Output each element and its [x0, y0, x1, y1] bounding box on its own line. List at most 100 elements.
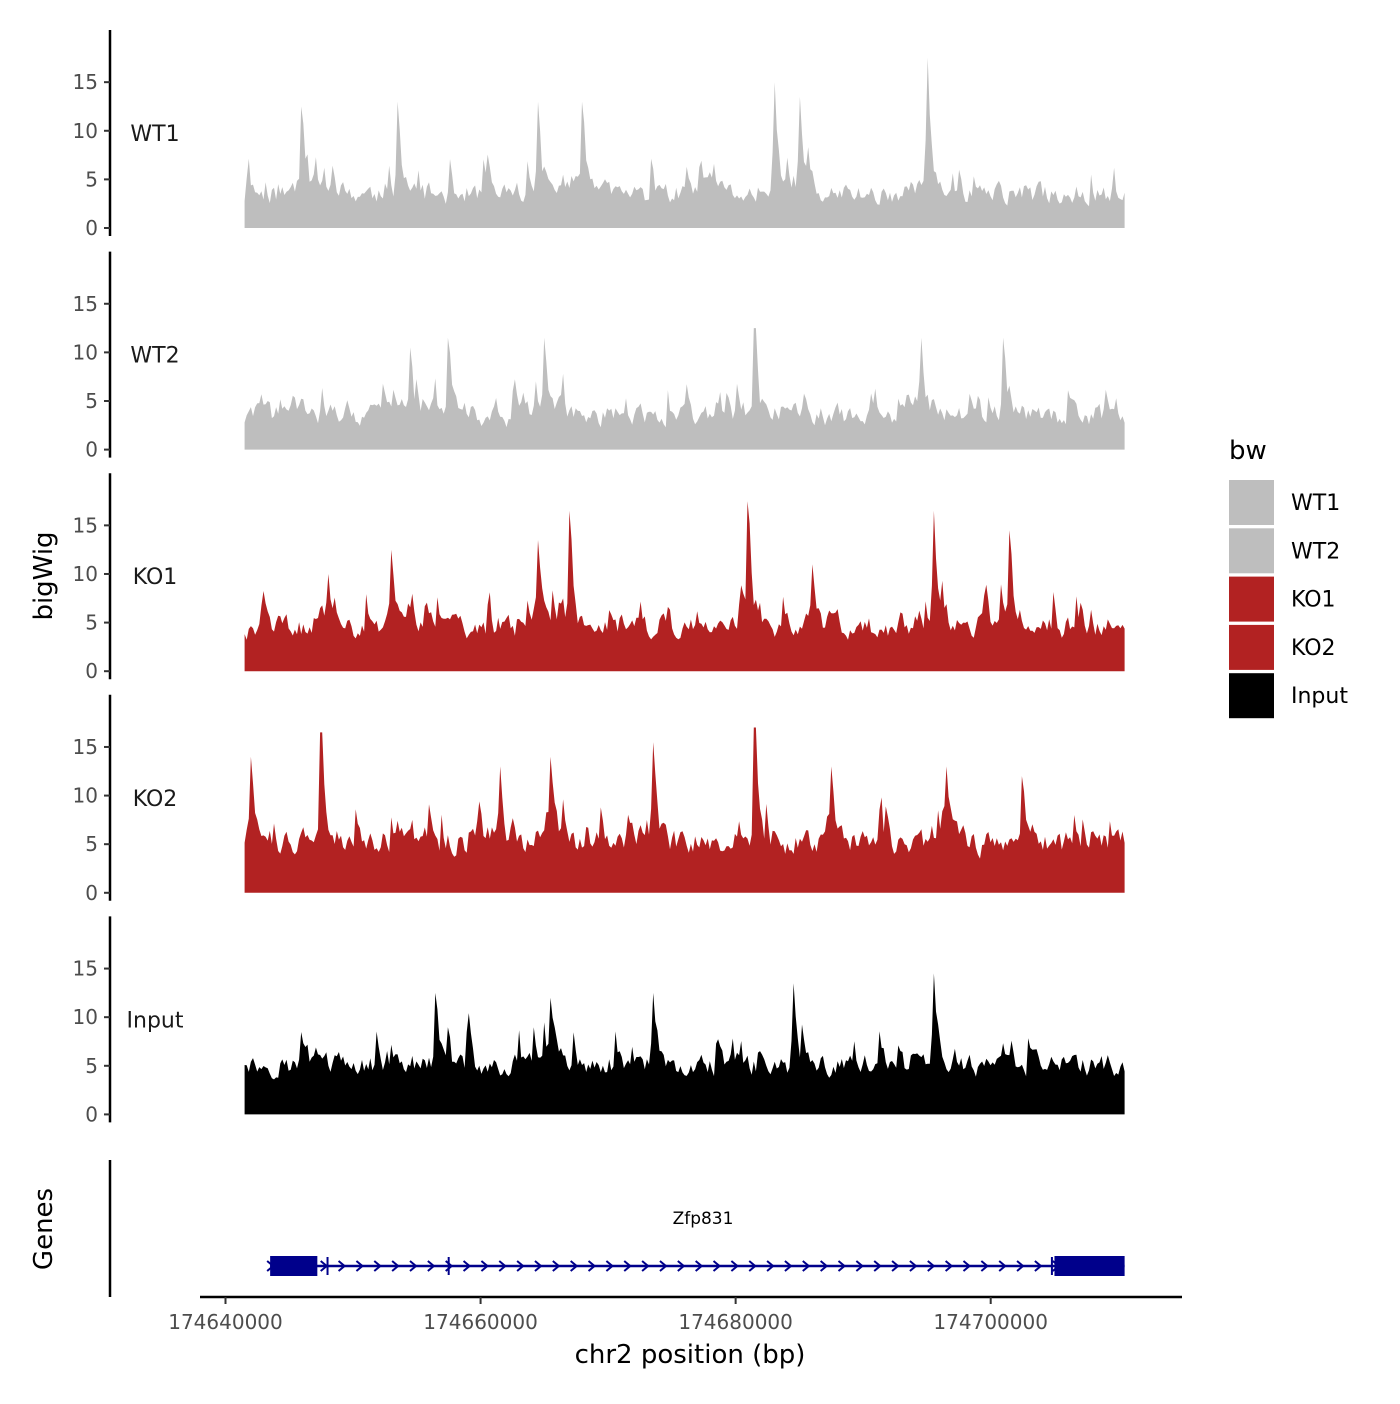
y-tick-label: 10	[73, 562, 98, 586]
y-tick-label: 10	[73, 1005, 98, 1029]
track-wt2: 0 5 10 15 WT2	[73, 251, 1125, 462]
y-tick-label: 0	[85, 659, 98, 683]
track-input: 0 5 10 15 Input	[73, 916, 1125, 1126]
strand-arrow	[980, 1260, 989, 1272]
strand-arrow	[909, 1260, 918, 1272]
gene-exon	[1054, 1256, 1125, 1276]
y-tick-label: 15	[73, 513, 98, 537]
gene-track: Genes Zfp831	[29, 1160, 1125, 1297]
gene-name-label: Zfp831	[673, 1209, 734, 1229]
strand-arrow	[409, 1260, 418, 1272]
strand-arrow	[355, 1260, 364, 1272]
legend-label: KO1	[1291, 588, 1336, 613]
strand-arrow	[587, 1260, 597, 1272]
y-tick-label: 5	[85, 611, 98, 635]
strand-arrow	[552, 1260, 561, 1272]
strand-arrow	[927, 1260, 936, 1272]
x-tick-label: 174640000	[168, 1310, 283, 1334]
strand-arrow	[802, 1260, 811, 1272]
y-tick-label: 5	[85, 167, 98, 191]
strand-arrow	[480, 1260, 489, 1272]
track-label: KO2	[133, 787, 178, 812]
legend-label: KO2	[1291, 636, 1336, 661]
track-wt1: 0 5 10 15 WT1	[73, 30, 1125, 240]
strand-arrow	[855, 1260, 864, 1272]
y-tick-label: 10	[73, 340, 98, 364]
track-label: WT1	[130, 122, 179, 147]
strand-arrow	[445, 1260, 454, 1272]
y-tick-label: 5	[85, 1054, 98, 1078]
strand-arrow	[695, 1260, 704, 1272]
strand-arrow	[391, 1260, 400, 1272]
gene-track-title: Genes	[29, 1188, 59, 1270]
y-tick-label: 15	[73, 292, 98, 316]
track-label: WT2	[130, 344, 179, 369]
strand-arrow	[498, 1260, 507, 1272]
y-tick-label: 15	[73, 957, 98, 981]
legend-swatch	[1229, 673, 1274, 719]
y-tick-label: 5	[85, 832, 98, 856]
strand-arrow	[784, 1260, 793, 1272]
signal-area	[244, 328, 1125, 450]
y-tick-label: 15	[73, 735, 98, 759]
signal-area	[244, 57, 1125, 229]
y-tick-label: 0	[85, 438, 98, 462]
strand-arrow	[748, 1260, 757, 1272]
y-tick-label: 10	[73, 119, 98, 143]
signal-area	[244, 973, 1125, 1115]
legend-swatch	[1229, 576, 1274, 622]
signal-area	[244, 727, 1125, 893]
strand-arrow	[605, 1260, 614, 1272]
y-tick-label: 0	[85, 216, 98, 240]
legend-label: WT2	[1291, 539, 1340, 564]
legend-swatch	[1229, 528, 1274, 574]
y-tick-label: 0	[85, 1102, 98, 1126]
legend-label: Input	[1291, 684, 1348, 709]
strand-arrow	[1034, 1260, 1043, 1272]
strand-arrow	[659, 1260, 668, 1272]
strand-arrow	[623, 1260, 632, 1272]
gene-exon	[270, 1256, 318, 1276]
x-axis: 174640000 174660000 174680000 174700000	[168, 1295, 1182, 1334]
track-label: KO1	[133, 565, 178, 590]
signal-area	[244, 501, 1125, 672]
strand-arrow	[427, 1260, 436, 1272]
strand-arrow	[534, 1260, 543, 1272]
legend-title: bw	[1229, 436, 1267, 466]
strand-arrow	[677, 1260, 686, 1272]
x-tick-label: 174700000	[933, 1310, 1048, 1334]
strand-arrow	[462, 1260, 472, 1272]
legend-label: WT1	[1291, 491, 1340, 516]
strand-arrow	[373, 1260, 382, 1272]
track-ko2: 0 5 10 15 KO2	[73, 694, 1125, 905]
legend-swatch	[1229, 624, 1274, 670]
signal-tracks: 0 5 10 15 WT1 0 5 10 15 WT2 0 5 10 15 KO1 0 5 10 15 KO2 0 5 10…	[73, 30, 1125, 1126]
y-tick-label: 15	[73, 70, 98, 94]
strand-arrow	[873, 1260, 882, 1272]
strand-arrow	[962, 1260, 972, 1272]
strand-arrow	[641, 1260, 650, 1272]
strand-arrow	[819, 1260, 829, 1272]
strand-arrow	[712, 1260, 722, 1272]
strand-arrow	[337, 1260, 347, 1272]
track-label: Input	[127, 1008, 184, 1033]
y-axis-title: bigWig	[29, 531, 59, 620]
strand-arrow	[1016, 1260, 1025, 1272]
strand-arrow	[998, 1260, 1007, 1272]
x-tick-label: 174680000	[678, 1310, 793, 1334]
strand-arrow	[570, 1260, 579, 1272]
x-axis-title: chr2 position (bp)	[575, 1340, 806, 1370]
strand-arrow	[944, 1260, 954, 1272]
y-tick-label: 0	[85, 881, 98, 905]
x-tick-label: 174660000	[423, 1310, 538, 1334]
strand-arrow	[837, 1260, 847, 1272]
strand-arrow	[730, 1260, 739, 1272]
strand-arrow	[766, 1260, 775, 1272]
strand-arrow	[891, 1260, 900, 1272]
legend: bw WT1 WT2 KO1 KO2 Input	[1229, 436, 1348, 719]
track-ko1: 0 5 10 15 KO1	[73, 473, 1125, 683]
strand-arrow	[516, 1260, 525, 1272]
y-tick-label: 10	[73, 784, 98, 808]
y-tick-label: 5	[85, 389, 98, 413]
